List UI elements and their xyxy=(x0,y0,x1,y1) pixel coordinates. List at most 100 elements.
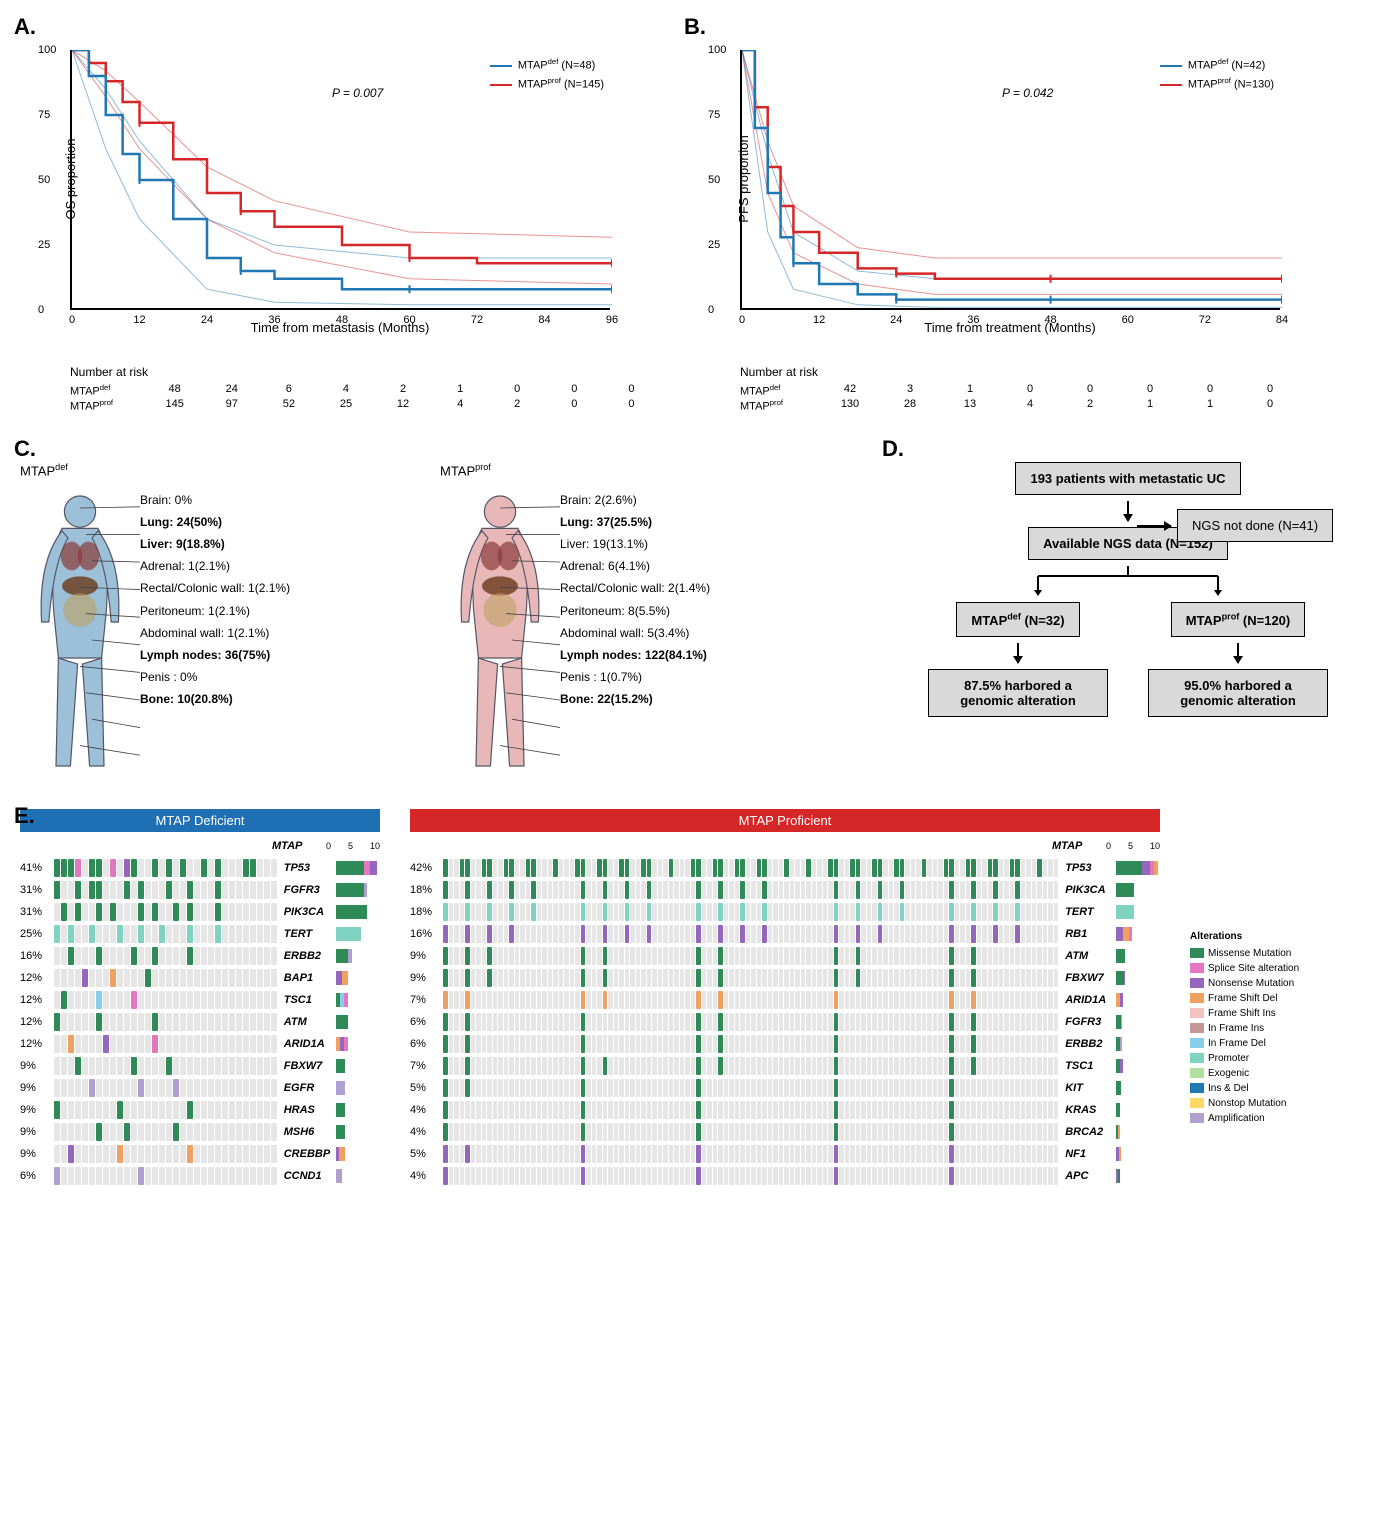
onco-cell xyxy=(1021,1079,1026,1097)
onco-cell xyxy=(504,991,509,1009)
onco-cell xyxy=(103,969,109,987)
onco-cell xyxy=(674,1101,679,1119)
onco-cell xyxy=(520,1057,525,1075)
onco-cell xyxy=(124,991,130,1009)
onco-cell xyxy=(54,1013,60,1031)
onco-cell xyxy=(773,859,778,877)
onco-legend-item: Frame Shift Ins xyxy=(1190,1006,1299,1021)
onco-cell xyxy=(762,903,767,921)
onco-cell xyxy=(982,1013,987,1031)
onco-cell xyxy=(103,1035,109,1053)
onco-cell xyxy=(476,1057,481,1075)
onco-bar xyxy=(336,993,380,1007)
onco-cell xyxy=(861,1101,866,1119)
onco-cell xyxy=(131,1013,137,1031)
onco-cell xyxy=(131,903,137,921)
onco-cell xyxy=(96,947,102,965)
onco-cell xyxy=(504,881,509,899)
flow-arrow-icon xyxy=(1237,643,1239,663)
onco-row: 6%FGFR3 xyxy=(410,1012,1160,1032)
onco-row: 9%FBXW7 xyxy=(20,1056,380,1076)
onco-row: 25%TERT xyxy=(20,924,380,944)
onco-cell xyxy=(971,1013,976,1031)
onco-cell xyxy=(768,1167,773,1185)
onco-cell xyxy=(735,1013,740,1031)
onco-cell xyxy=(159,1167,165,1185)
onco-bar-seg xyxy=(1116,949,1125,963)
onco-cell xyxy=(933,903,938,921)
onco-cell xyxy=(487,1123,492,1141)
onco-cell xyxy=(194,859,200,877)
onco-cell xyxy=(801,969,806,987)
onco-cell xyxy=(243,903,249,921)
onco-gene: BRCA2 xyxy=(1059,1126,1112,1138)
onco-cell xyxy=(971,1057,976,1075)
onco-cell xyxy=(867,969,872,987)
onco-row: 12%BAP1 xyxy=(20,968,380,988)
onco-cell xyxy=(531,1145,536,1163)
onco-cell xyxy=(790,991,795,1009)
onco-cell xyxy=(713,991,718,1009)
onco-cell xyxy=(647,1167,652,1185)
onco-cell xyxy=(647,1013,652,1031)
onco-cell xyxy=(1054,1013,1059,1031)
onco-cell xyxy=(762,1101,767,1119)
onco-cell xyxy=(999,1145,1004,1163)
onco-cell xyxy=(138,881,144,899)
onco-gene: CREBBP xyxy=(278,1148,332,1160)
onco-cell xyxy=(707,881,712,899)
onco-cell xyxy=(570,859,575,877)
onco-cell xyxy=(271,1035,277,1053)
onco-cell xyxy=(916,947,921,965)
onco-cell xyxy=(971,947,976,965)
onco-cell xyxy=(779,859,784,877)
onco-cell xyxy=(883,1123,888,1141)
onco-cell xyxy=(911,1123,916,1141)
onco-row: 4%APC xyxy=(410,1166,1160,1186)
onco-cell xyxy=(493,1167,498,1185)
onco-cell xyxy=(669,1123,674,1141)
onco-cell xyxy=(828,1167,833,1185)
onco-cell xyxy=(597,1079,602,1097)
onco-cell xyxy=(674,1057,679,1075)
onco-cell xyxy=(845,903,850,921)
onco-cell xyxy=(641,859,646,877)
onco-cell xyxy=(222,903,228,921)
onco-cell xyxy=(1010,1013,1015,1031)
onco-cell xyxy=(856,1123,861,1141)
onco-cell xyxy=(537,1079,542,1097)
onco-cell xyxy=(152,925,158,943)
onco-cell xyxy=(867,991,872,1009)
onco-cell xyxy=(993,1057,998,1075)
onco-cell xyxy=(806,903,811,921)
onco-cell xyxy=(746,1013,751,1031)
onco-cell xyxy=(145,1123,151,1141)
onco-gene: RB1 xyxy=(1059,928,1112,940)
onco-cell xyxy=(982,903,987,921)
onco-cell xyxy=(75,1167,81,1185)
onco-cell xyxy=(465,881,470,899)
onco-cell xyxy=(548,1167,553,1185)
onco-cell xyxy=(1021,1013,1026,1031)
onco-bar-seg xyxy=(336,883,364,897)
onco-cell xyxy=(471,969,476,987)
onco-cell xyxy=(751,1101,756,1119)
onco-cell xyxy=(82,1013,88,1031)
onco-cell xyxy=(1004,1079,1009,1097)
onco-cell xyxy=(691,1123,696,1141)
onco-cell xyxy=(443,903,448,921)
onco-cell xyxy=(768,1123,773,1141)
onco-cell xyxy=(999,903,1004,921)
onco-cell xyxy=(1015,881,1020,899)
onco-cell xyxy=(999,1101,1004,1119)
onco-cell xyxy=(933,1101,938,1119)
onco-cell xyxy=(159,947,165,965)
onco-cell xyxy=(740,1101,745,1119)
onco-cell xyxy=(487,947,492,965)
onco-cell xyxy=(993,991,998,1009)
onco-cell xyxy=(548,947,553,965)
onco-cell xyxy=(603,1079,608,1097)
onco-cell xyxy=(537,1167,542,1185)
onco-cell xyxy=(443,859,448,877)
onco-cell xyxy=(1021,881,1026,899)
